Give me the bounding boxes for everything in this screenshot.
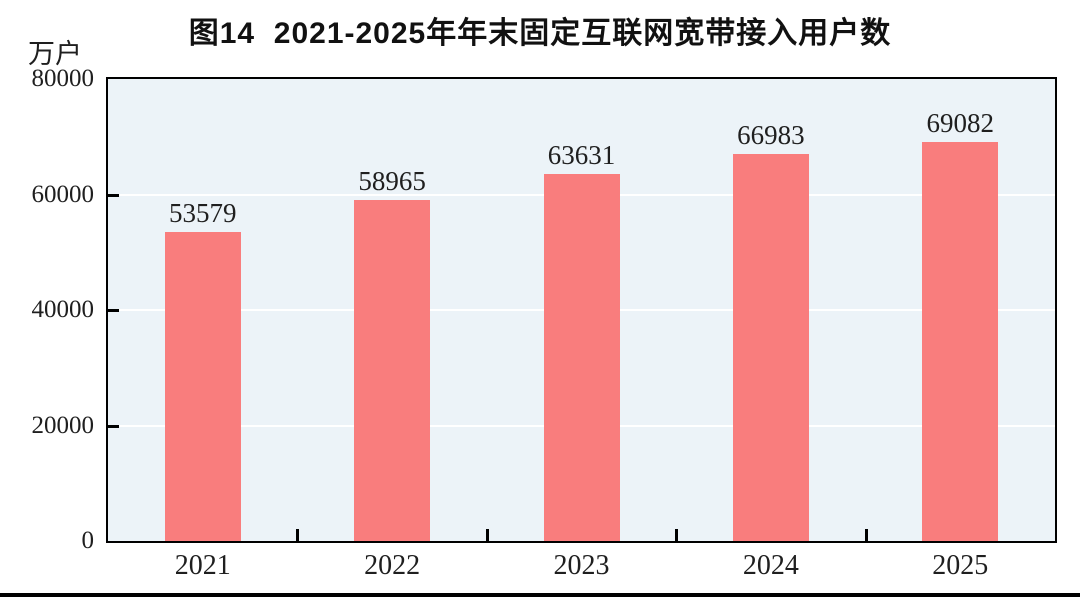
- y-axis-label-60000: 60000: [31, 180, 95, 208]
- page-divider-rule: [0, 593, 1080, 597]
- bar-value-label-2023: 63631: [547, 140, 616, 170]
- bar-2021: [164, 232, 241, 541]
- x-axis-label-2022: 2022: [364, 550, 421, 581]
- x-axis-tick: [485, 529, 489, 541]
- plot-inner: 53579 58965 63631 66983 69082: [108, 79, 1055, 541]
- x-axis-tick: [296, 529, 300, 541]
- y-axis-tick-40000: [108, 309, 119, 312]
- x-axis-label-2024: 2024: [742, 550, 799, 581]
- bar-value-label-2021: 53579: [168, 198, 237, 228]
- x-axis-label-2023: 2023: [553, 550, 610, 581]
- bar-value-label-2022: 58965: [358, 166, 426, 196]
- y-axis-unit-label: 万户: [28, 39, 82, 69]
- y-axis-label-80000: 80000: [31, 65, 95, 92]
- y-axis-label-40000: 40000: [31, 296, 95, 323]
- y-axis-tick-20000: [108, 424, 119, 428]
- bar-2023: [543, 174, 620, 541]
- bar-2024: [732, 154, 809, 541]
- bar-value-label-2024: 66983: [737, 120, 805, 150]
- x-axis-label-2025: 2025: [932, 550, 989, 581]
- x-axis-tick: [864, 529, 868, 541]
- bar-2025: [922, 142, 999, 541]
- bar-2022: [354, 200, 431, 541]
- y-axis-label-20000: 20000: [31, 411, 95, 439]
- y-axis-tick-60000: [108, 193, 119, 197]
- bar-value-label-2025: 69082: [926, 108, 995, 138]
- y-axis-label-0: 0: [81, 527, 95, 554]
- plot-area: 53579 58965 63631 66983 69082: [106, 77, 1057, 543]
- x-axis-label-2021: 2021: [174, 550, 231, 581]
- x-axis-tick: [675, 529, 679, 541]
- chart-title: 图14 2021-2025年年末固定互联网宽带接入用户数: [188, 17, 892, 50]
